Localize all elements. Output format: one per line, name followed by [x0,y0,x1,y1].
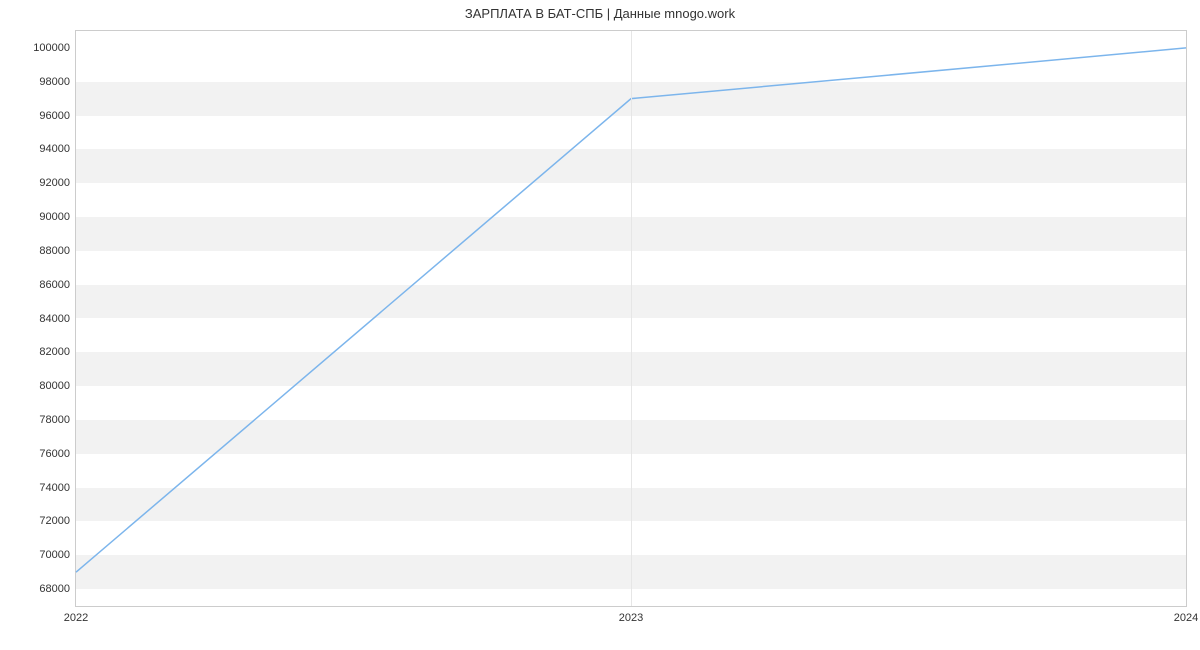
y-axis-tick-label: 70000 [39,549,70,561]
y-axis-tick-label: 74000 [39,482,70,494]
y-axis-tick-label: 90000 [39,211,70,223]
y-axis-tick-label: 84000 [39,313,70,325]
y-axis-tick-label: 78000 [39,414,70,426]
y-axis-tick-label: 96000 [39,110,70,122]
y-axis-tick-label: 98000 [39,76,70,88]
x-grid-line [631,31,632,606]
y-axis-tick-label: 86000 [39,279,70,291]
y-axis-tick-label: 80000 [39,380,70,392]
x-axis-tick-label: 2022 [64,612,88,624]
x-axis-tick-label: 2023 [619,612,643,624]
y-axis-tick-label: 94000 [39,143,70,155]
y-axis-tick-label: 76000 [39,448,70,460]
plot-area: 6800070000720007400076000780008000082000… [75,30,1187,607]
y-axis-tick-label: 72000 [39,515,70,527]
y-axis-tick-label: 88000 [39,245,70,257]
chart-title: ЗАРПЛАТА В БАТ-СПБ | Данные mnogo.work [0,6,1200,21]
x-axis-tick-label: 2024 [1174,612,1198,624]
y-axis-tick-label: 68000 [39,583,70,595]
chart-container: ЗАРПЛАТА В БАТ-СПБ | Данные mnogo.work 6… [0,0,1200,650]
y-axis-tick-label: 82000 [39,346,70,358]
y-axis-tick-label: 100000 [33,42,70,54]
y-axis-tick-label: 92000 [39,177,70,189]
